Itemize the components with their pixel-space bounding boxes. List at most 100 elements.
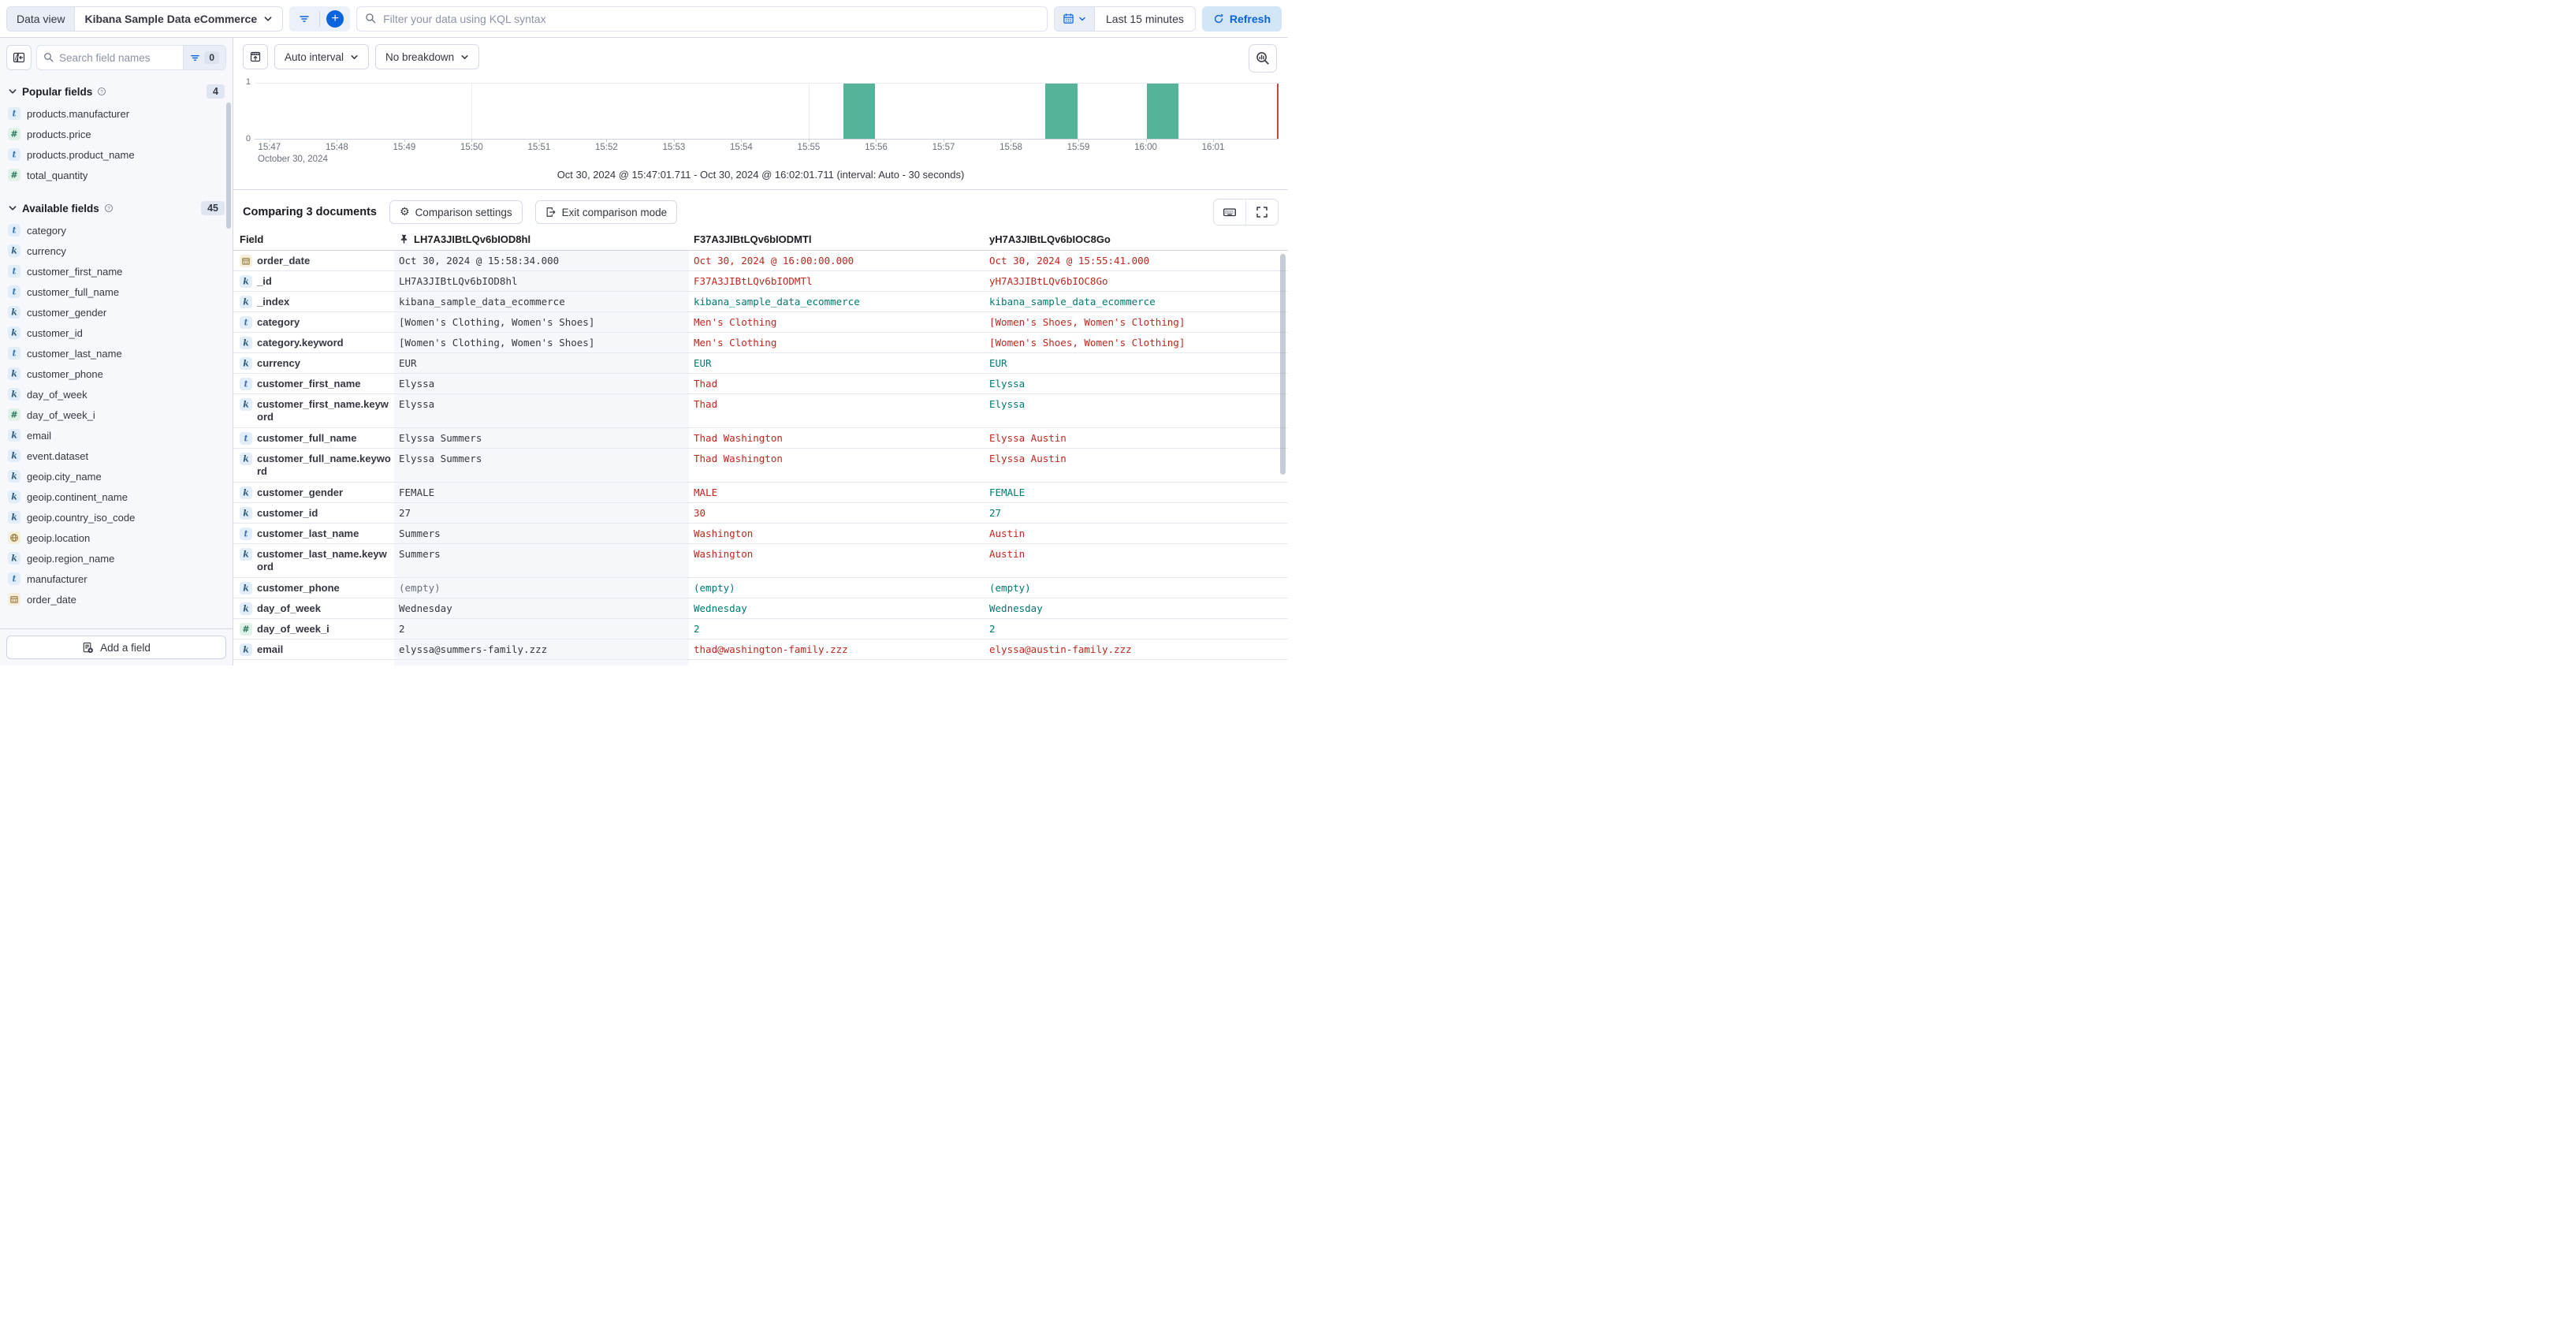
- comparison-doc-value[interactable]: EUR: [694, 357, 712, 369]
- kql-query-input[interactable]: [383, 12, 1040, 25]
- base-doc-value[interactable]: 2: [394, 619, 689, 639]
- data-view-picker[interactable]: Data view Kibana Sample Data eCommerce: [6, 6, 284, 32]
- field-cell[interactable]: k: [233, 503, 394, 523]
- field-list-item[interactable]: t customer_la: [6, 343, 226, 364]
- field-cell[interactable]: k: [233, 449, 394, 482]
- base-doc-value[interactable]: 27: [394, 503, 689, 523]
- field-cell[interactable]: order_date: [233, 251, 394, 270]
- field-filter-button[interactable]: 0: [183, 46, 225, 69]
- base-doc-value[interactable]: Oct 30, 2024 @ 15:58:34.000: [394, 251, 689, 270]
- base-doc-value[interactable]: EUR: [394, 353, 689, 373]
- field-list-item[interactable]: geoip.location: [6, 528, 226, 548]
- field-list-item[interactable]: k customer_ge: [6, 302, 226, 322]
- comparison-doc-value[interactable]: Elyssa: [989, 378, 1026, 390]
- base-doc-value[interactable]: Wednesday: [394, 598, 689, 618]
- comparison-doc-value[interactable]: MALE: [694, 487, 718, 498]
- field-list-item[interactable]: t manufacture: [6, 569, 226, 589]
- comparison-doc-value[interactable]: Wednesday: [989, 602, 1043, 614]
- keyboard-shortcuts-button[interactable]: [1214, 199, 1245, 225]
- comparison-doc-value[interactable]: Thad: [694, 398, 718, 410]
- comparison-doc-value[interactable]: [Women's Shoes, Women's Clothing]: [989, 316, 1186, 328]
- field-list-item[interactable]: k email: [6, 425, 226, 446]
- field-list-item[interactable]: k geoip.conti: [6, 487, 226, 507]
- comparison-doc-value[interactable]: EUR: [989, 357, 1007, 369]
- data-view-select[interactable]: Kibana Sample Data eCommerce: [75, 6, 283, 31]
- field-cell[interactable]: t: [233, 524, 394, 543]
- histogram-bar[interactable]: [1145, 84, 1180, 139]
- histogram-bar[interactable]: [1044, 84, 1078, 139]
- comparison-doc-value[interactable]: kibana_sample_data_ecommerce: [694, 296, 860, 308]
- base-doc-value[interactable]: Elyssa Summers: [394, 449, 689, 482]
- field-list-item[interactable]: k customer_ph: [6, 364, 226, 384]
- base-doc-value[interactable]: Elyssa: [394, 374, 689, 393]
- comparison-doc-value[interactable]: (empty): [989, 582, 1031, 594]
- field-cell[interactable]: k: [233, 598, 394, 618]
- kql-search-bar[interactable]: [356, 6, 1048, 32]
- field-cell[interactable]: #: [233, 619, 394, 639]
- edit-visualization-button[interactable]: [1249, 44, 1277, 73]
- field-cell[interactable]: t: [233, 428, 394, 448]
- comparison-doc-value[interactable]: 2: [989, 623, 996, 635]
- add-field-button[interactable]: Add a field: [6, 636, 226, 659]
- sidebar-scrollbar-thumb[interactable]: [226, 103, 231, 229]
- field-list-item[interactable]: # total_quant: [6, 165, 226, 185]
- doc-column-header[interactable]: yH7A3JIBtLQv6bIOC8Go: [989, 233, 1111, 245]
- field-cell[interactable]: k: [233, 639, 394, 659]
- field-list-item[interactable]: k geoip.count: [6, 507, 226, 528]
- comparison-doc-value[interactable]: 2: [694, 623, 700, 635]
- comparison-doc-value[interactable]: elyssa@austin-family.zzz: [989, 643, 1132, 655]
- pinned-doc-column-header[interactable]: LH7A3JIBtLQv6bIOD8hl: [394, 233, 689, 245]
- popular-fields-header[interactable]: Popular fields ? 4: [6, 80, 226, 103]
- comparison-doc-value[interactable]: Elyssa: [989, 398, 1026, 410]
- field-list-item[interactable]: t category: [6, 220, 226, 240]
- field-cell[interactable]: k: [233, 292, 394, 311]
- base-doc-value[interactable]: Summers: [394, 524, 689, 543]
- field-cell[interactable]: k: [233, 578, 394, 598]
- comparison-doc-value[interactable]: 27: [989, 507, 1002, 519]
- comparison-doc-value[interactable]: Washington: [694, 528, 754, 539]
- comparison-doc-value[interactable]: FEMALE: [989, 487, 1026, 498]
- field-list-item[interactable]: t customer_fu: [6, 281, 226, 302]
- field-list-item[interactable]: k event.datas: [6, 446, 226, 466]
- field-list-item[interactable]: # products.pr: [6, 124, 226, 144]
- field-cell[interactable]: t: [233, 312, 394, 332]
- comparison-doc-value[interactable]: 30: [694, 507, 706, 519]
- base-doc-value[interactable]: [Women's Clothing, Women's Shoes]: [394, 312, 689, 332]
- histogram-bar[interactable]: [842, 84, 877, 139]
- comparison-doc-value[interactable]: [Women's Shoes, Women's Clothing]: [989, 337, 1186, 349]
- comparison-doc-value[interactable]: Men's Clothing: [694, 337, 777, 349]
- field-list-item[interactable]: t products.pr: [6, 144, 226, 165]
- base-doc-value[interactable]: Elyssa Summers: [394, 428, 689, 448]
- refresh-button[interactable]: Refresh: [1201, 6, 1282, 32]
- time-range-value[interactable]: Last 15 minutes: [1095, 6, 1195, 31]
- interval-select[interactable]: Auto interval: [274, 44, 370, 69]
- comparison-doc-value[interactable]: Oct 30, 2024 @ 15:55:41.000: [989, 255, 1150, 267]
- comparison-doc-value[interactable]: kibana_sample_data_ecommerce: [989, 296, 1156, 308]
- comparison-doc-value[interactable]: (empty): [694, 582, 735, 594]
- field-list-item[interactable]: k geoip.city_: [6, 466, 226, 487]
- base-doc-value[interactable]: (empty): [394, 578, 689, 598]
- field-list-item[interactable]: k customer_id: [6, 322, 226, 343]
- comparison-doc-value[interactable]: Washington: [694, 548, 754, 560]
- base-doc-value[interactable]: Summers: [394, 544, 689, 577]
- available-fields-header[interactable]: Available fields ? 45: [6, 196, 226, 220]
- comparison-doc-value[interactable]: F37A3JIBtLQv6bIODMTl: [694, 275, 813, 287]
- chart-options-button[interactable]: [243, 44, 268, 69]
- field-list-item[interactable]: k day_of_week: [6, 384, 226, 405]
- comparison-doc-value[interactable]: Thad Washington: [694, 453, 783, 464]
- field-list-item[interactable]: t customer_fi: [6, 261, 226, 281]
- field-list-item[interactable]: t products.ma: [6, 103, 226, 124]
- comparison-doc-value[interactable]: Wednesday: [694, 602, 747, 614]
- breakdown-select[interactable]: No breakdown: [375, 44, 480, 69]
- field-list-item[interactable]: k currency: [6, 240, 226, 261]
- comparison-doc-value[interactable]: yH7A3JIBtLQv6bIOC8Go: [989, 275, 1108, 287]
- field-list-item[interactable]: k geoip.regio: [6, 548, 226, 569]
- field-column-header[interactable]: Field: [240, 233, 264, 245]
- base-doc-value[interactable]: elyssa@summers-family.zzz: [394, 639, 689, 659]
- comparison-doc-value[interactable]: Thad: [694, 378, 718, 390]
- filter-options-button[interactable]: [289, 6, 319, 32]
- comparison-settings-button[interactable]: ⚙ Comparison settings: [389, 200, 523, 224]
- field-search-input[interactable]: [59, 51, 184, 64]
- field-cell[interactable]: k: [233, 394, 394, 427]
- doc-column-header[interactable]: F37A3JIBtLQv6bIODMTl: [694, 233, 812, 245]
